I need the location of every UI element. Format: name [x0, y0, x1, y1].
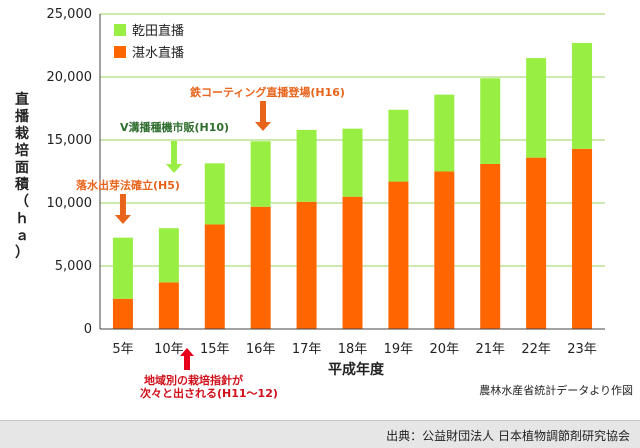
y-tick-label: 10,000	[47, 196, 93, 211]
y-axis-title-char: （	[15, 194, 29, 210]
bar-tansui	[204, 224, 225, 329]
x-tick-label: 16年	[246, 342, 276, 357]
x-tick-label: 19年	[384, 342, 414, 357]
bar-kanden	[112, 237, 133, 299]
bar-tansui	[158, 282, 179, 329]
y-axis-title-char: ｈ	[15, 211, 29, 227]
annotation-arrow-shaft	[119, 194, 126, 216]
annotation-arrow-head	[114, 215, 131, 224]
bar-tansui	[342, 196, 363, 329]
axes: 0 5,000 10,000 15,000 20,000 25,000 5年 10年 15年 16…	[47, 7, 605, 357]
annotation-arrow-shaft	[260, 101, 266, 123]
annotation-text: V溝播種機市販(H10)	[120, 120, 229, 134]
y-axis-title-char: 直	[15, 91, 29, 108]
bar-tansui	[296, 201, 317, 329]
y-axis-title-char: 積	[14, 176, 30, 193]
x-tick-label: 17年	[292, 342, 322, 357]
y-axis-title-char: 面	[15, 160, 29, 176]
annotation-arrow-head	[255, 122, 271, 131]
footer-bar: 出典：公益財団法人 日本植物調節剤研究協会	[0, 420, 640, 448]
x-tick-label: 18年	[338, 342, 368, 357]
y-tick-label: 25,000	[47, 7, 93, 22]
x-tick-label: 21年	[475, 342, 505, 357]
x-tick-label: 5年	[112, 342, 133, 357]
bar-tansui	[250, 206, 271, 329]
chart: 0 5,000 10,000 15,000 20,000 25,000 5年 10年 15年 16…	[14, 7, 633, 400]
annotation-text: 地域別の栽培指針が	[144, 373, 243, 387]
bar-kanden	[342, 128, 363, 197]
y-axis-title-char: 栽	[15, 125, 29, 142]
source-note: 農林水産省統計データより作図	[479, 383, 633, 397]
bar-tansui	[572, 148, 593, 329]
y-tick-label: 20,000	[47, 70, 93, 85]
bar-kanden	[250, 141, 271, 207]
annotation-arrow-shaft	[184, 356, 190, 370]
x-tick-label: 23年	[567, 342, 597, 357]
bars	[112, 42, 593, 329]
bar-kanden	[158, 228, 179, 283]
legend-swatch	[114, 46, 126, 58]
bar-kanden	[388, 109, 409, 182]
x-tick-label: 15年	[200, 342, 230, 357]
bar-tansui	[388, 181, 409, 329]
y-axis-title-char: ａ	[15, 228, 29, 244]
y-tick-label: 5,000	[55, 259, 92, 274]
bar-kanden	[204, 163, 225, 225]
x-tick-label: 22年	[521, 342, 551, 357]
x-tick-label: 20年	[430, 342, 460, 357]
annotation-text: 次々と出される(H11～12)	[140, 386, 278, 400]
x-axis-title: 平成年度	[328, 361, 385, 378]
annotation-text: 落水出芽法確立(H5)	[76, 178, 180, 192]
y-axis-title-char: 播	[15, 108, 30, 125]
footer-source-text: 出典：公益財団法人 日本植物調節剤研究協会	[386, 429, 630, 443]
legend-label: 乾田直播	[132, 24, 184, 39]
bar-tansui	[526, 157, 547, 329]
bar-tansui	[480, 163, 501, 329]
annotations: 落水出芽法確立(H5) V溝播種機市販(H10) 鉄コーティング直播登場(H16) 地…	[76, 85, 345, 400]
y-axis-title-char: 培	[15, 142, 29, 159]
annotation-arrow-head	[166, 164, 182, 173]
bar-tansui	[112, 298, 133, 329]
y-tick-label: 0	[84, 322, 92, 337]
annotation-arrow-shaft	[171, 141, 177, 165]
bar-kanden	[572, 42, 593, 149]
annotation-arrow-head	[180, 348, 194, 356]
annotation-text: 鉄コーティング直播登場(H16)	[190, 85, 345, 99]
y-axis-title-char: ）	[15, 245, 29, 261]
bar-tansui	[434, 171, 455, 329]
legend-label: 湛水直播	[132, 46, 184, 61]
legend-swatch	[114, 24, 126, 36]
bar-kanden	[480, 78, 501, 164]
y-tick-label: 15,000	[47, 133, 93, 148]
bar-kanden	[526, 58, 547, 158]
bar-kanden	[434, 94, 455, 172]
bar-kanden	[296, 129, 317, 202]
x-tick-label: 10年	[154, 342, 184, 357]
